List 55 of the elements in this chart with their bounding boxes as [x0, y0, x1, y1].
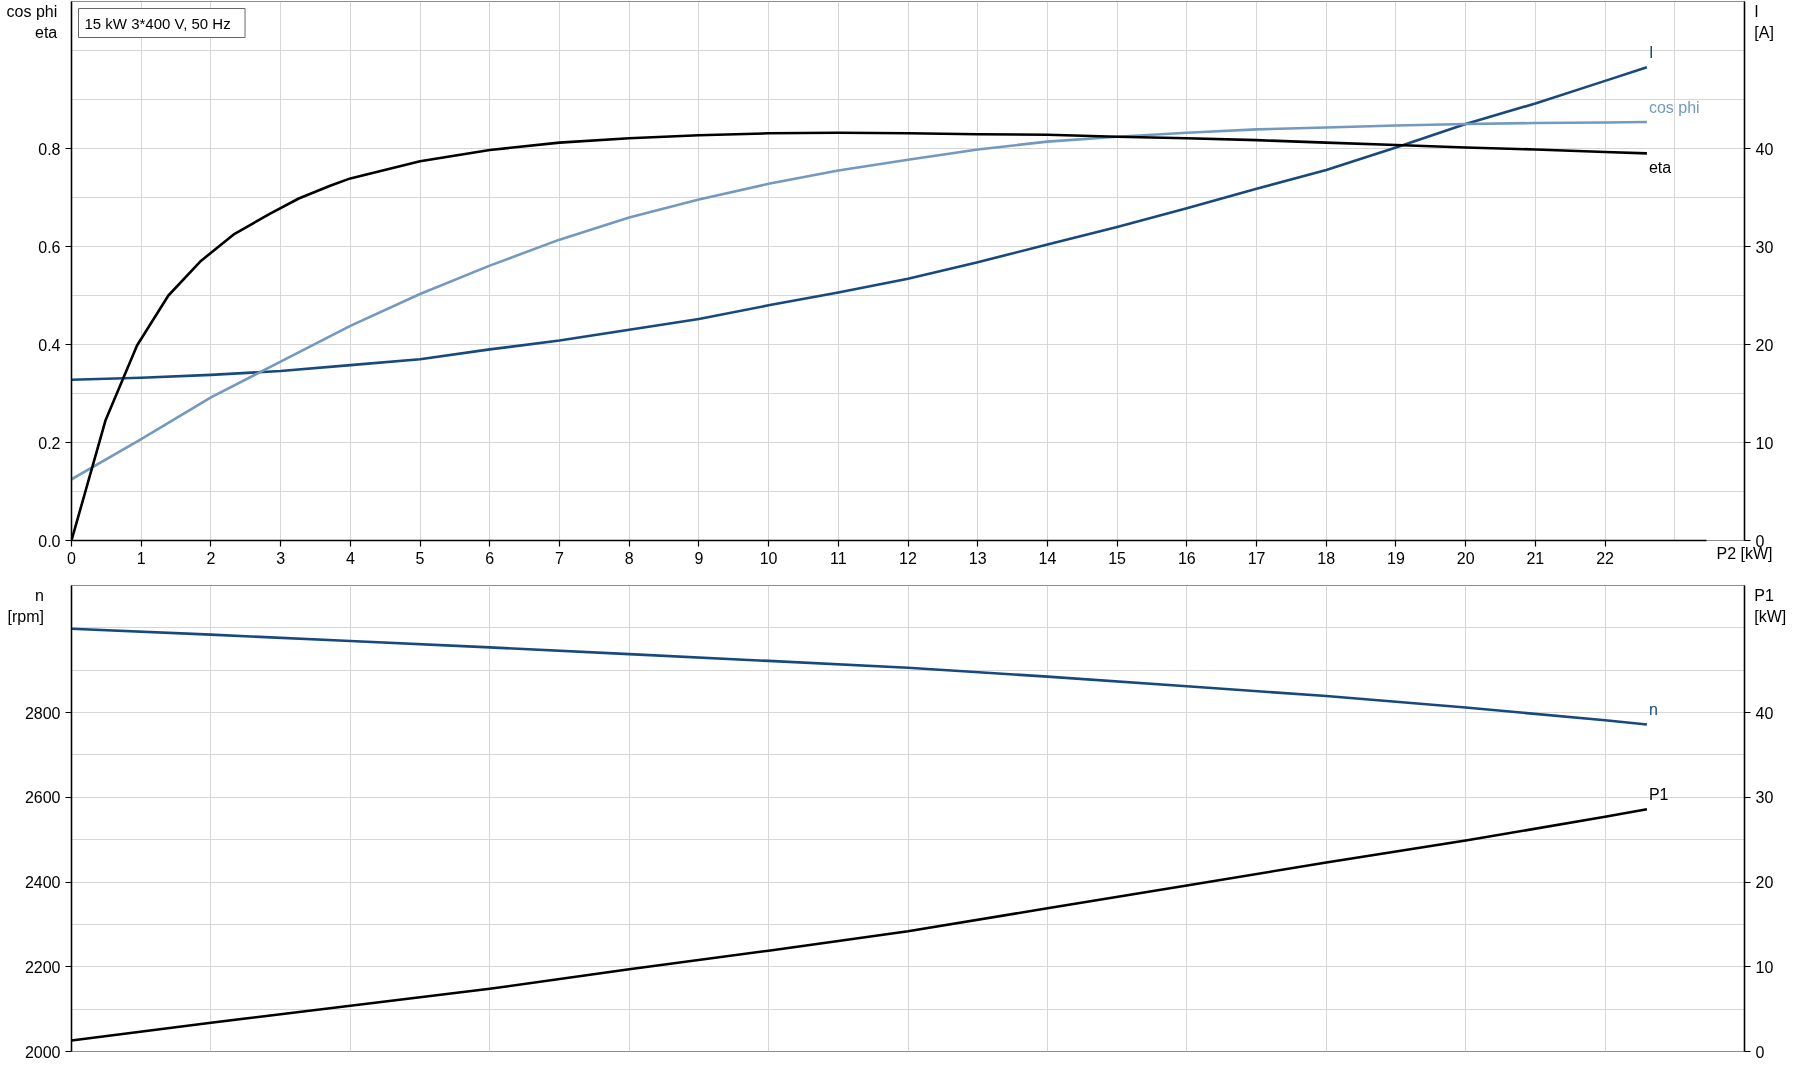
- x-tick-label: 14: [1038, 549, 1057, 567]
- line-series: [71, 120, 1649, 481]
- x-tick-label: 1: [136, 549, 146, 567]
- x-tick-label: 11: [829, 549, 847, 567]
- x-tick-label: 6: [485, 549, 495, 567]
- x-tick-label: 20: [1456, 549, 1475, 567]
- series-label: n: [1648, 701, 1658, 719]
- y-tick-label: 0.0: [38, 532, 61, 550]
- y2-tick-label: 10: [1755, 434, 1774, 452]
- text: 15 kW 3*400 V, 50 Hz: [84, 14, 231, 32]
- series-label: I: [1648, 44, 1654, 62]
- x-tick-label: 18: [1317, 549, 1336, 567]
- y2-tick-label: 0: [1755, 1043, 1765, 1061]
- y2-axis-title: I [A]: [1754, 3, 1774, 41]
- x-tick-label: 4: [345, 549, 355, 567]
- y-axis-title: n [rpm]: [7, 587, 44, 625]
- series-label: eta: [1648, 159, 1672, 177]
- x-tick-label: 13: [968, 549, 987, 567]
- series-label: P1: [1648, 786, 1669, 804]
- series-label: cos phi: [1648, 99, 1700, 117]
- x-tick-label: 17: [1247, 549, 1266, 567]
- y-tick-label: 2600: [24, 789, 61, 807]
- y2-axis-title: P1 [kW]: [1754, 587, 1787, 625]
- y-tick-label: 2200: [24, 958, 61, 976]
- y2-tick-label: 40: [1755, 704, 1774, 722]
- x-tick-label: 2: [206, 549, 216, 567]
- line-series: [71, 65, 1649, 382]
- y-tick-label: 2400: [24, 874, 61, 892]
- y2-tick-label: 40: [1755, 140, 1774, 158]
- x-tick-label: 3: [276, 549, 286, 567]
- x-tick-label: 15: [1108, 549, 1127, 567]
- y-axis-title: cos phi eta: [6, 3, 58, 41]
- y-tick-label: 0.8: [38, 140, 61, 158]
- x-tick-label: 12: [899, 549, 917, 567]
- x-tick-label: 8: [624, 549, 634, 567]
- line-series: [71, 627, 1649, 726]
- y-tick-label: 2000: [24, 1043, 61, 1061]
- x-tick-label: 21: [1526, 549, 1545, 567]
- x-tick-label: 5: [415, 549, 425, 567]
- y2-tick-label: 20: [1755, 336, 1774, 354]
- x-tick-label: 16: [1177, 549, 1196, 567]
- y2-tick-label: 20: [1755, 874, 1774, 892]
- y-tick-label: 0.4: [38, 336, 61, 354]
- x-tick-label: 10: [759, 549, 778, 567]
- y-tick-label: 0.6: [38, 238, 61, 256]
- y2-tick-label: 30: [1755, 789, 1774, 807]
- y2-tick-label: 10: [1755, 958, 1774, 976]
- y-tick-label: 0.2: [38, 434, 61, 452]
- x-tick-label: 0: [67, 549, 77, 567]
- x-tick-label: 22: [1596, 549, 1615, 567]
- x-tick-label: 9: [694, 549, 704, 567]
- x-tick-label: 7: [555, 549, 565, 567]
- x-tick-label: 19: [1387, 549, 1405, 567]
- y-tick-label: 2800: [24, 704, 61, 722]
- y2-tick-label: 30: [1755, 238, 1774, 256]
